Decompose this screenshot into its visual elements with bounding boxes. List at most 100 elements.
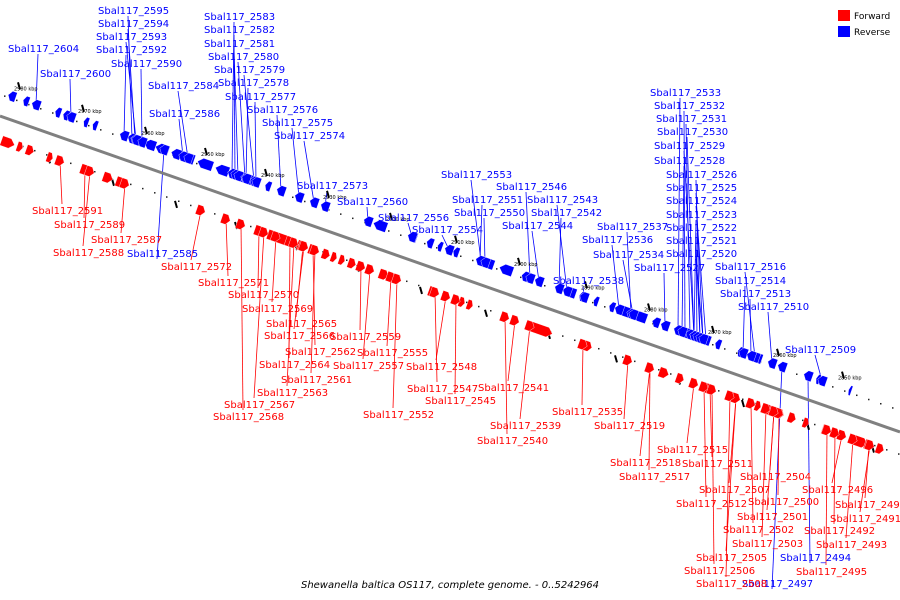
reverse-gene-arrow xyxy=(309,196,321,209)
gene-label-sbal117-2580: Sbal117_2580 xyxy=(208,52,279,63)
tick-label: 2850 kbp xyxy=(838,376,862,382)
reverse-gene-arrow xyxy=(31,99,43,112)
scale-dot xyxy=(112,133,114,135)
forward-gene-arrow xyxy=(83,165,95,177)
scale-dot xyxy=(868,398,870,401)
scale-dot xyxy=(466,301,468,304)
tick-label: 2960 kbp xyxy=(141,131,165,137)
leader-line xyxy=(767,311,773,364)
forward-gene-arrow xyxy=(428,286,440,298)
scale-dot xyxy=(88,124,90,127)
reverse-gene-arrow xyxy=(183,152,195,165)
leader-line xyxy=(392,279,398,409)
scale-dot xyxy=(796,373,798,375)
major-tick xyxy=(389,212,393,221)
gene-label-sbal117-2508: Sbal117_2508 xyxy=(696,579,767,590)
reverse-gene-arrow xyxy=(407,231,419,244)
reverse-gene-arrow xyxy=(22,95,31,108)
forward-gene-arrow xyxy=(15,141,24,153)
forward-gene-arrow xyxy=(828,426,840,439)
leader-line xyxy=(749,298,752,356)
scale-dot xyxy=(598,347,600,350)
forward-gene-arrow xyxy=(118,177,130,190)
leader-line xyxy=(639,368,651,457)
forward-gene-arrow xyxy=(269,230,281,243)
scale-dot xyxy=(130,183,132,186)
leader-line xyxy=(59,161,63,205)
legend-swatch-forward xyxy=(838,10,850,21)
gene-label-sbal117-2573: Sbal117_2573 xyxy=(297,181,368,192)
gene-label-sbal117-2555: Sbal117_2555 xyxy=(357,348,428,359)
leader-line xyxy=(225,219,229,277)
leader-line xyxy=(253,232,265,399)
forward-gene-arrow xyxy=(508,314,520,327)
tick-label: 2860 kbp xyxy=(773,353,797,359)
gene-label-sbal117-2586: Sbal117_2586 xyxy=(149,109,220,120)
leader-line xyxy=(807,375,811,564)
forward-gene-arrow xyxy=(457,296,466,308)
leader-line xyxy=(663,272,666,326)
reverse-gene-arrow xyxy=(241,173,253,185)
tick-label: 2950 kbp xyxy=(201,152,225,158)
gene-label-sbal117-2525: Sbal117_2525 xyxy=(666,183,737,194)
leader-line xyxy=(648,368,651,471)
gene-label-sbal117-2494: Sbal117_2494 xyxy=(780,553,851,564)
gene-label-sbal117-2523: Sbal117_2523 xyxy=(666,210,737,221)
leader-line xyxy=(703,387,707,498)
leader-line xyxy=(683,150,695,336)
gene-label-sbal117-2551: Sbal117_2551 xyxy=(452,195,523,206)
leader-line xyxy=(434,292,438,383)
genome-backbone xyxy=(0,114,900,434)
reverse-gene-arrow xyxy=(628,308,640,321)
gene-label-sbal117-2519: Sbal117_2519 xyxy=(594,421,665,432)
reverse-gene-arrow xyxy=(554,283,566,295)
gene-label-sbal117-2575: Sbal117_2575 xyxy=(262,118,333,129)
scale-dot xyxy=(886,449,888,451)
reverse-gene-arrow xyxy=(426,237,436,250)
forward-gene-arrow xyxy=(753,400,762,412)
leader-line xyxy=(483,217,486,263)
gene-labels: Sbal117_2604 Sbal117_2600 Sbal117_2595 Sbal… xyxy=(8,6,900,590)
legend-label-reverse: Reverse xyxy=(854,28,891,38)
reverse-gene-arrow xyxy=(746,350,758,363)
gene-label-sbal117-2552: Sbal117_2552 xyxy=(363,410,434,421)
major-tick xyxy=(419,286,423,295)
reverse-gene-arrow xyxy=(452,246,461,259)
scale-dot xyxy=(100,129,102,131)
leader-line xyxy=(677,97,681,331)
gene-label-sbal117-2532: Sbal117_2532 xyxy=(654,101,725,112)
scale-dot xyxy=(496,268,498,270)
leader-line xyxy=(695,245,701,338)
major-tick xyxy=(647,303,651,311)
leader-line xyxy=(504,317,508,435)
gene-label-sbal117-2570: Sbal117_2570 xyxy=(228,290,299,301)
scale-dot xyxy=(250,225,252,228)
leader-line xyxy=(359,266,362,331)
leader-line xyxy=(276,114,282,191)
leader-line xyxy=(312,249,316,346)
leader-line xyxy=(243,74,255,182)
gene-label-sbal117-2543: Sbal117_2543 xyxy=(527,195,598,206)
scale-dot xyxy=(736,352,738,354)
forward-gene-arrow xyxy=(101,171,113,184)
scale-dot xyxy=(544,285,546,287)
scale-ticks: 2980 kbp 2970 kbp 2960 kbp 2950 kbp 2940 kbp… xyxy=(14,82,875,453)
major-tick xyxy=(614,355,618,363)
reverse-gene-arrow xyxy=(363,215,375,228)
leader-line xyxy=(231,21,235,174)
reverse-gene-arrow xyxy=(197,158,215,172)
gene-label-sbal117-2530: Sbal117_2530 xyxy=(657,127,728,138)
forward-gene-arrow xyxy=(759,402,771,415)
scale-dot xyxy=(490,310,492,312)
leader-line xyxy=(286,243,295,387)
forward-gene-arrow xyxy=(194,204,206,216)
reverse-gene-arrow xyxy=(677,326,689,338)
gene-label-sbal117-2540: Sbal117_2540 xyxy=(477,436,548,447)
leader-line xyxy=(254,101,257,182)
reverse-gene-arrow xyxy=(579,291,591,304)
gene-label-sbal117-2590: Sbal117_2590 xyxy=(111,59,182,70)
leader-line xyxy=(293,246,305,330)
scale-dot xyxy=(16,99,18,102)
forward-gene-arrow xyxy=(287,236,299,249)
